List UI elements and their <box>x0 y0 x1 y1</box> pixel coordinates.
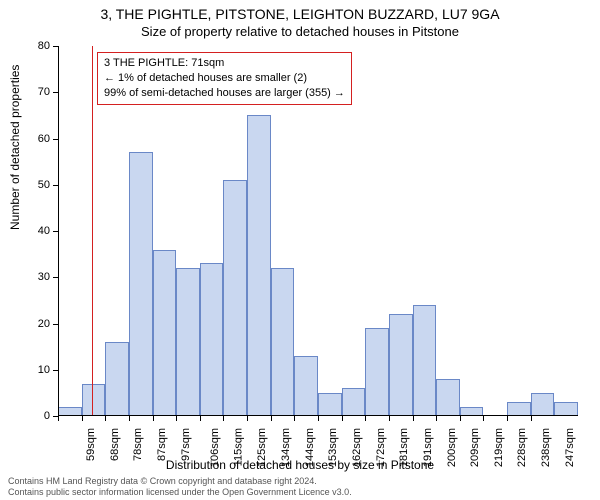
ytick-label: 60 <box>20 133 50 145</box>
xtick-label: 68sqm <box>109 428 121 461</box>
chart-title-address: 3, THE PIGHTLE, PITSTONE, LEIGHTON BUZZA… <box>0 6 600 22</box>
property-infobox: 3 THE PIGHTLE: 71sqm← 1% of detached hou… <box>97 52 352 105</box>
ytick-label: 0 <box>20 410 50 422</box>
histogram-bar <box>554 402 578 416</box>
xtick-mark <box>342 416 343 421</box>
xtick-mark <box>365 416 366 421</box>
histogram-bar <box>507 402 531 416</box>
xtick-mark <box>294 416 295 421</box>
plot-area: 3 THE PIGHTLE: 71sqm← 1% of detached hou… <box>58 46 578 416</box>
histogram-bar <box>342 388 366 416</box>
xtick-label: 59sqm <box>85 428 97 461</box>
xtick-mark <box>531 416 532 421</box>
xtick-mark <box>105 416 106 421</box>
xtick-mark <box>436 416 437 421</box>
ytick-mark <box>53 231 58 232</box>
xtick-mark <box>389 416 390 421</box>
xtick-label: 78sqm <box>132 428 144 461</box>
ytick-label: 20 <box>20 318 50 330</box>
infobox-line: ← 1% of detached houses are smaller (2) <box>104 71 345 86</box>
xtick-mark <box>318 416 319 421</box>
attribution-footer: Contains HM Land Registry data © Crown c… <box>8 476 352 498</box>
xtick-mark <box>200 416 201 421</box>
histogram-bar <box>200 263 224 416</box>
histogram-bar <box>436 379 460 416</box>
ytick-label: 70 <box>20 86 50 98</box>
histogram-bar <box>389 314 413 416</box>
y-axis-line <box>58 46 59 416</box>
xtick-mark <box>460 416 461 421</box>
ytick-label: 80 <box>20 40 50 52</box>
histogram-bar <box>294 356 318 416</box>
xtick-mark <box>483 416 484 421</box>
histogram-bar <box>129 152 153 416</box>
xtick-mark <box>271 416 272 421</box>
histogram-bar <box>82 384 106 416</box>
ytick-mark <box>53 370 58 371</box>
ytick-mark <box>53 92 58 93</box>
xtick-label: 97sqm <box>180 428 192 461</box>
ytick-label: 50 <box>20 179 50 191</box>
xtick-mark <box>413 416 414 421</box>
xtick-mark <box>507 416 508 421</box>
xtick-mark <box>129 416 130 421</box>
footer-line-2: Contains public sector information licen… <box>8 487 352 498</box>
histogram-bar <box>271 268 295 416</box>
x-axis-label: Distribution of detached houses by size … <box>0 458 600 472</box>
xtick-label: 87sqm <box>156 428 168 461</box>
ytick-label: 30 <box>20 271 50 283</box>
ytick-mark <box>53 324 58 325</box>
xtick-mark <box>176 416 177 421</box>
footer-line-1: Contains HM Land Registry data © Crown c… <box>8 476 352 487</box>
ytick-mark <box>53 277 58 278</box>
ytick-label: 10 <box>20 364 50 376</box>
histogram-bar <box>247 115 271 416</box>
histogram-bar <box>413 305 437 416</box>
histogram-bar <box>223 180 247 416</box>
xtick-mark <box>153 416 154 421</box>
infobox-line: 3 THE PIGHTLE: 71sqm <box>104 56 345 71</box>
ytick-mark <box>53 46 58 47</box>
xtick-mark <box>223 416 224 421</box>
ytick-mark <box>53 139 58 140</box>
property-marker-line <box>92 46 93 416</box>
histogram-bar <box>531 393 555 416</box>
histogram-bar <box>105 342 129 416</box>
histogram-bar <box>153 250 177 417</box>
xtick-mark <box>247 416 248 421</box>
ytick-mark <box>53 185 58 186</box>
histogram-bar <box>318 393 342 416</box>
histogram-bar <box>365 328 389 416</box>
ytick-label: 40 <box>20 225 50 237</box>
infobox-line: 99% of semi-detached houses are larger (… <box>104 86 345 101</box>
property-size-chart: 3, THE PIGHTLE, PITSTONE, LEIGHTON BUZZA… <box>0 0 600 500</box>
xtick-mark <box>82 416 83 421</box>
chart-subtitle: Size of property relative to detached ho… <box>0 24 600 39</box>
xtick-mark <box>58 416 59 421</box>
histogram-bar <box>176 268 200 416</box>
